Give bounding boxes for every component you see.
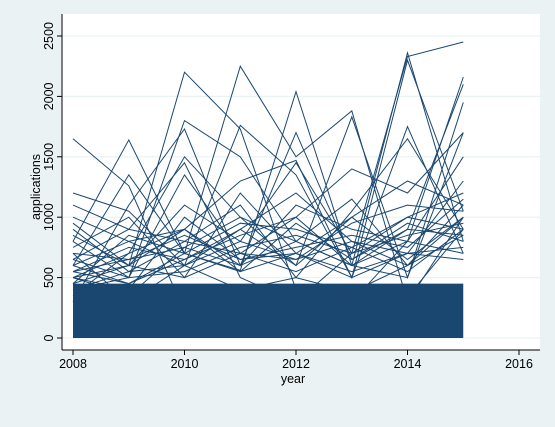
x-axis-title: year [281,372,305,386]
series-line-28 [72,240,464,297]
series-line-27 [72,234,464,291]
series-line-15 [72,180,464,279]
dense-data-band [73,283,464,338]
series-line-4 [72,89,464,279]
y-tick-label-2500: 2500 [42,22,56,50]
y-tick-label-500: 500 [42,267,56,288]
y-tick-label-1500: 1500 [42,143,56,171]
series-line-26 [72,234,464,273]
series-line-30 [72,252,464,285]
dense-band-fill [73,283,464,338]
y-tick-label-2000: 2000 [42,82,56,110]
x-tick-label-2008: 2008 [59,357,87,371]
axes: 2008 2010 2012 2014 2016 0 500 1000 1500 2000 2500 [42,14,540,371]
y-axis-title: applications [29,154,43,220]
series-line-17 [72,156,464,267]
series-line-8 [72,84,464,303]
y-tick-label-1000: 1000 [42,203,56,231]
series-line-18 [72,198,464,267]
series-line-9 [72,58,464,303]
x-tick-label-2014: 2014 [394,357,422,371]
x-tick-label-2012: 2012 [282,357,310,371]
series-line-1 [72,138,464,317]
x-tick-label-2010: 2010 [171,357,199,371]
x-tick-label-2016: 2016 [505,357,533,371]
series-line-14 [72,180,464,267]
series-lines [72,41,464,317]
y-tick-label-0: 0 [42,334,56,341]
series-line-25 [72,216,464,285]
series-line-21 [72,216,464,284]
series-line-23 [72,222,464,279]
series-line-6 [72,64,464,303]
